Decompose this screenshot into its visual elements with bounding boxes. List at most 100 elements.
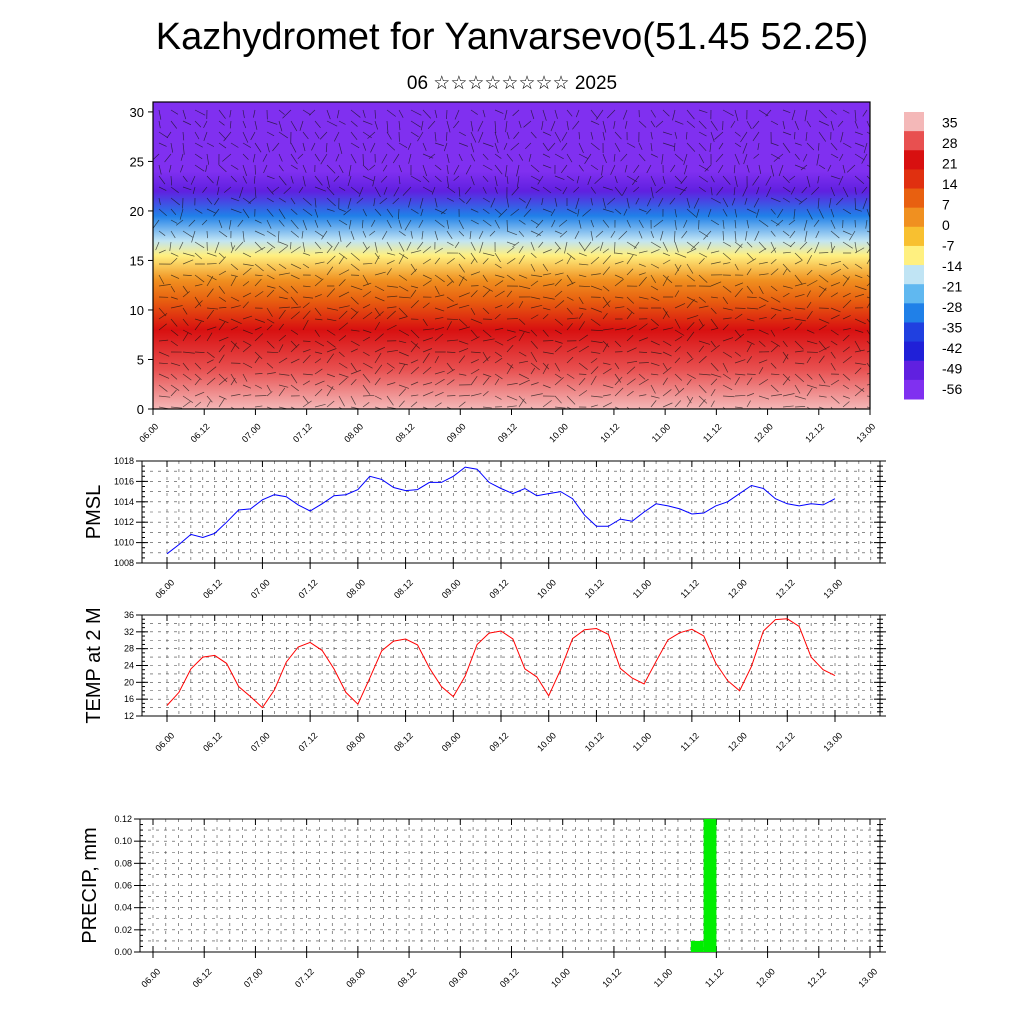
wind-barb: [686, 315, 699, 320]
wind-barb: [686, 248, 696, 254]
wind-barb: [302, 219, 308, 231]
wind-barb: [446, 362, 454, 371]
wind-barb: [530, 393, 543, 397]
wind-barb: [806, 310, 813, 320]
wind-barb: [674, 373, 683, 381]
wind-barb: [650, 175, 656, 187]
wind-barb: [698, 373, 711, 376]
wind-barb: [278, 306, 290, 309]
wind-barb: [338, 120, 346, 125]
wind-barb: [194, 335, 202, 342]
wind-barb: [542, 186, 552, 194]
colorbar-label: -21: [942, 278, 962, 294]
wind-barb: [599, 241, 604, 251]
wind-barb: [350, 329, 360, 332]
wind-barb: [314, 186, 327, 192]
wind-barb: [561, 142, 568, 151]
wind-barb: [782, 285, 793, 289]
wind-barb: [242, 263, 254, 267]
wind-barb: [326, 340, 336, 348]
wind-barb: [661, 153, 664, 165]
wind-barb: [362, 142, 367, 151]
wind-barb: [842, 241, 853, 249]
wind-barb: [398, 109, 404, 118]
wind-barb: [506, 230, 518, 236]
wind-barb: [470, 359, 479, 364]
wind-barb: [266, 131, 275, 137]
wind-barb: [386, 260, 395, 265]
x-tick-label: 11.00: [650, 422, 673, 445]
wind-barb: [362, 402, 370, 408]
x-tick-label: 13.00: [821, 730, 844, 753]
wind-barb: [746, 318, 755, 322]
wind-barb: [202, 186, 208, 193]
wind-barb: [554, 109, 558, 119]
wind-barb: [182, 318, 189, 326]
wind-barb: [314, 261, 325, 265]
wind-barb: [453, 164, 460, 175]
wind-barb: [362, 263, 373, 265]
wind-barb: [266, 186, 274, 195]
x-tick-label: 12.12: [805, 966, 828, 989]
wind-barb: [674, 153, 684, 162]
wind-barb: [559, 230, 568, 238]
y-tick-label: 24: [124, 661, 134, 671]
wind-barb: [842, 346, 850, 353]
wind-barb: [554, 197, 558, 207]
wind-barb: [182, 131, 185, 141]
wind-barb: [182, 401, 191, 408]
wind-barb: [170, 230, 176, 239]
wind-barb: [205, 164, 208, 172]
wind-barb: [782, 131, 792, 136]
wind-barb: [782, 251, 791, 254]
wind-barb: [218, 318, 229, 324]
wind-barb: [242, 315, 253, 320]
colorbar-swatch: [904, 322, 924, 343]
x-tick-label: 06.12: [201, 730, 224, 753]
wind-barb: [504, 109, 508, 121]
wind-barb: [578, 274, 587, 278]
wind-barb: [254, 120, 258, 130]
wind-barb: [158, 230, 166, 236]
y-tick-label: 1012: [114, 517, 134, 527]
wind-barb: [686, 358, 694, 364]
wind-barb: [381, 153, 388, 164]
wind-barb: [794, 274, 803, 285]
x-tick-label: 13.00: [854, 421, 877, 444]
wind-barb: [422, 109, 432, 119]
wind-barb: [266, 384, 271, 392]
wind-barb: [854, 263, 863, 269]
wind-barb: [434, 402, 442, 408]
wind-barb: [230, 245, 236, 254]
wind-barb: [458, 186, 461, 197]
wind-barb: [194, 241, 205, 249]
wind-barb: [578, 321, 585, 331]
wind-barb: [685, 131, 688, 140]
wind-barb: [554, 153, 564, 160]
wind-barb: [170, 373, 178, 380]
wind-barb: [789, 230, 796, 239]
wind-barb: [206, 252, 217, 257]
wind-barb: [618, 230, 628, 240]
wind-barb: [722, 373, 732, 380]
wind-barb: [278, 208, 286, 219]
wind-barb: [758, 367, 764, 375]
wind-barb: [614, 278, 624, 287]
colorbar-swatch: [904, 112, 924, 132]
wind-barb: [278, 384, 289, 388]
wind-barb: [722, 252, 732, 261]
x-tick-label: 06.00: [139, 966, 162, 989]
wind-barb: [542, 283, 555, 287]
wind-barb: [266, 274, 275, 280]
wind-barb: [408, 153, 412, 164]
wind-barb: [333, 175, 340, 182]
wind-barb: [686, 263, 694, 274]
wind-barb: [182, 109, 187, 120]
wind-barb: [512, 241, 520, 248]
wind-barb: [314, 358, 322, 364]
x-tick-label: 06.12: [201, 577, 224, 600]
wind-barb: [782, 186, 791, 193]
wind-barb: [302, 373, 313, 376]
wind-barb: [518, 360, 529, 364]
wind-barb: [230, 164, 239, 170]
